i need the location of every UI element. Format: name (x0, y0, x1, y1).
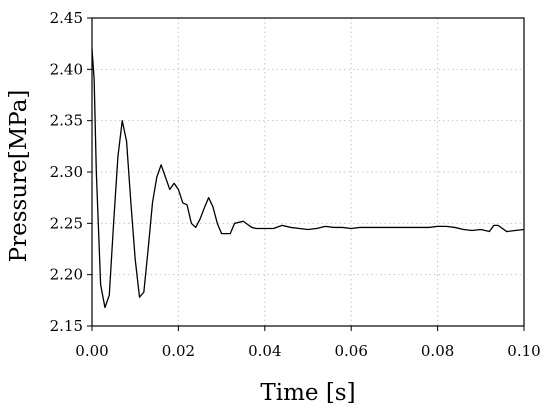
pressure-series-line (91, 48, 525, 309)
x-tick-label: 0.00 (75, 342, 108, 360)
x-tick-label: 0.08 (421, 342, 454, 360)
y-axis-title: Pressure[MPa] (6, 90, 32, 263)
y-tick-label: 2.25 (50, 214, 83, 232)
y-tick-label: 2.20 (50, 266, 83, 284)
x-tick-label: 0.04 (248, 342, 281, 360)
y-tick-label: 2.35 (50, 112, 83, 130)
x-tick-label: 0.06 (334, 342, 367, 360)
x-tick-label: 0.10 (507, 342, 540, 360)
y-tick-label: 2.30 (50, 163, 83, 181)
grid-layer (92, 18, 524, 326)
y-tick-label: 2.45 (50, 9, 83, 27)
tick-layer: 0.00 0.02 0.04 0.06 0.08 0.10 2.15 2.20 2.25 2.30… (50, 9, 541, 360)
plot-area-frame (91, 17, 525, 327)
x-tick-label: 0.02 (162, 342, 195, 360)
plot-layer (91, 48, 525, 309)
y-tick-label: 2.40 (50, 60, 83, 78)
x-axis-title: Time [s] (260, 380, 355, 406)
y-tick-label: 2.15 (50, 317, 83, 335)
